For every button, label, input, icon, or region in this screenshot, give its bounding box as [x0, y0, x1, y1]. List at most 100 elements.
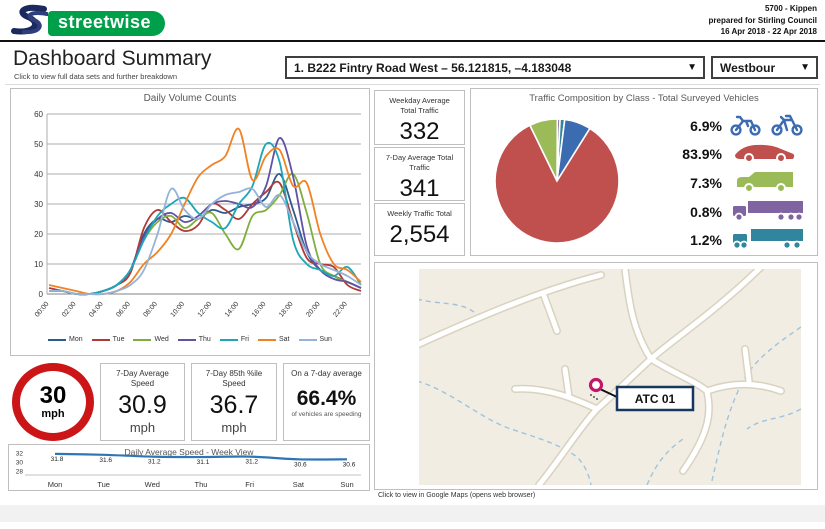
chevron-down-icon[interactable]: ▼	[800, 62, 810, 73]
pie-legend-row-car: 83.9%	[682, 141, 807, 167]
volume-x-tick: 18:00	[278, 301, 295, 319]
volume-series-sun	[48, 187, 362, 296]
atc-marker[interactable]: ATC 01	[588, 377, 695, 412]
stat-value: 341	[399, 175, 440, 203]
speed-box-value: 66.4%	[296, 387, 357, 411]
volume-x-tick: 02:00	[61, 301, 78, 319]
legend-label: Fri	[240, 336, 249, 343]
speed-box-value: 30.9	[118, 390, 167, 419]
volume-chart-plot[interactable]: 0 10 20 30 40 50 60 00:00 02:00 04:00 06:00 08:00 10…	[11, 104, 369, 330]
map-canvas[interactable]: ATC 01	[419, 269, 801, 485]
volume-x-tick: 16:00	[251, 301, 268, 319]
map-caption[interactable]: Click to view in Google Maps (opens web …	[378, 492, 536, 499]
volume-x-tick: 12:00	[197, 301, 214, 319]
chevron-down-icon[interactable]: ▼	[687, 62, 697, 73]
legend-swatch	[91, 338, 110, 341]
traffic-composition-panel[interactable]: Traffic Composition by Class - Total Sur…	[470, 88, 818, 256]
logo-swoosh-icon	[8, 4, 49, 43]
speed-box-unit: mph	[129, 419, 156, 435]
pie-legend-percent: 7.3%	[690, 175, 722, 191]
volume-x-tick: 20:00	[305, 301, 322, 319]
pie-legend-percent: 0.8%	[690, 204, 722, 220]
direction-select[interactable]: Westbour ▼	[711, 56, 818, 79]
car-icon	[729, 140, 807, 169]
svg-text:50: 50	[34, 140, 43, 149]
legend-item-sun: Sun	[298, 336, 332, 343]
week-speed-line	[54, 452, 348, 461]
daily-volume-chart-panel[interactable]: Daily Volume Counts 0 10 20 30 40 50 60 00:00 02…	[10, 88, 370, 356]
week-speed-value: 30.6	[343, 461, 356, 468]
volume-series-tue	[48, 180, 362, 296]
location-map[interactable]: ATC 01	[374, 262, 818, 490]
volume-x-tick: 04:00	[88, 301, 105, 319]
volume-x-tick: 22:00	[332, 301, 349, 319]
map-streams	[419, 298, 801, 485]
legend-swatch	[298, 338, 317, 341]
footer-bar	[0, 505, 825, 522]
legend-swatch	[177, 338, 196, 341]
speed-box-value: 36.7	[209, 390, 259, 419]
volume-series-fri	[48, 141, 362, 296]
stat-label: 7-Day Average Total Traffic	[385, 153, 454, 173]
prepared-for: prepared for Stirling Council	[708, 15, 817, 25]
avg-speed-box[interactable]: 7-Day Average Speed 30.9 mph	[100, 363, 185, 441]
speed-box-label: 7-Day Average Speed	[116, 369, 169, 389]
volume-chart-title: Daily Volume Counts	[143, 93, 237, 104]
speed-limit-sign: 30 mph	[12, 363, 94, 441]
legend-label: Mon	[69, 336, 83, 343]
date-range: 16 Apr 2018 - 22 Apr 2018	[720, 27, 817, 37]
legend-item-wed: Wed	[133, 336, 169, 343]
svg-text:40: 40	[34, 170, 43, 179]
traffic-composition-pie[interactable]	[487, 109, 627, 249]
weekly-speed-chart[interactable]: Daily Average Speed - Week View 32 30 28 31.…	[9, 445, 369, 490]
legend-label: Wed	[154, 336, 169, 343]
legend-item-tue: Tue	[91, 336, 125, 343]
percentile-speed-box[interactable]: 7-Day 85th %ile Speed 36.7 mph	[191, 363, 277, 441]
project-name: 5700 - Kippen	[764, 4, 817, 13]
legend-label: Thu	[198, 336, 211, 343]
svg-text:60: 60	[34, 110, 43, 119]
stat-value: 2,554	[389, 221, 450, 249]
stat-value: 332	[399, 118, 440, 146]
week-x-tick: Sun	[340, 480, 353, 489]
speeding-percentage-box[interactable]: On a 7-day average 66.4% of vehicles are…	[283, 363, 370, 441]
volume-x-tick: 10:00	[170, 301, 187, 319]
speed-limit-value: 30	[39, 382, 67, 409]
pie-legend-percent: 1.2%	[690, 232, 722, 248]
legend-item-mon: Mon	[48, 336, 83, 343]
legend-swatch	[133, 338, 152, 341]
pie-legend-row-van: 7.3%	[690, 170, 807, 196]
volume-chart-legend: Mon Tue Wed Thu Fri Sat Sun	[11, 336, 369, 343]
logo-wordmark: streetwise	[48, 10, 166, 37]
pie-slice-car	[494, 124, 620, 244]
legend-label: Tue	[112, 336, 125, 343]
page-subtitle: Click to view full data sets and further…	[14, 72, 177, 81]
site-select[interactable]: 1. B222 Fintry Road West – 56.121815, –4…	[285, 56, 705, 79]
volume-x-tick: 14:00	[224, 301, 241, 319]
report-meta: 5700 - Kippen prepared for Stirling Coun…	[709, 3, 817, 38]
legend-swatch	[48, 338, 67, 341]
speed-box-label: On a 7-day average	[291, 369, 362, 378]
motorcycle-bicycle-icon	[729, 112, 807, 141]
volume-series-thu	[48, 137, 362, 296]
weekly-speed-chart-panel[interactable]: Daily Average Speed - Week View 32 30 28 31.…	[8, 444, 370, 491]
week-x-tick: Mon	[48, 480, 63, 489]
volume-x-tick: 06:00	[115, 301, 132, 319]
stat-weekday-average[interactable]: Weekday Average Total Traffic 332	[374, 90, 465, 145]
legend-label: Sun	[319, 336, 332, 343]
streetwise-logo: streetwise	[8, 4, 166, 43]
legend-item-fri: Fri	[219, 336, 249, 343]
van-icon	[729, 169, 807, 198]
legend-label: Sat	[278, 336, 290, 343]
svg-text:30: 30	[34, 200, 43, 209]
stat-weekly-total[interactable]: Weekly Traffic Total 2,554	[374, 203, 465, 256]
stat-7day-average[interactable]: 7-Day Average Total Traffic 341	[374, 147, 465, 203]
atc-marker-label: ATC 01	[635, 392, 676, 406]
divider	[5, 84, 820, 85]
week-chart-title: Daily Average Speed - Week View	[125, 447, 255, 457]
week-x-tick: Wed	[145, 480, 160, 489]
map-road-casings	[419, 269, 785, 485]
hgv-artic-icon	[729, 226, 807, 255]
pie-legend-row-motorcycle-bicycle: 6.9%	[690, 113, 807, 139]
page-title: Dashboard Summary	[13, 47, 212, 70]
